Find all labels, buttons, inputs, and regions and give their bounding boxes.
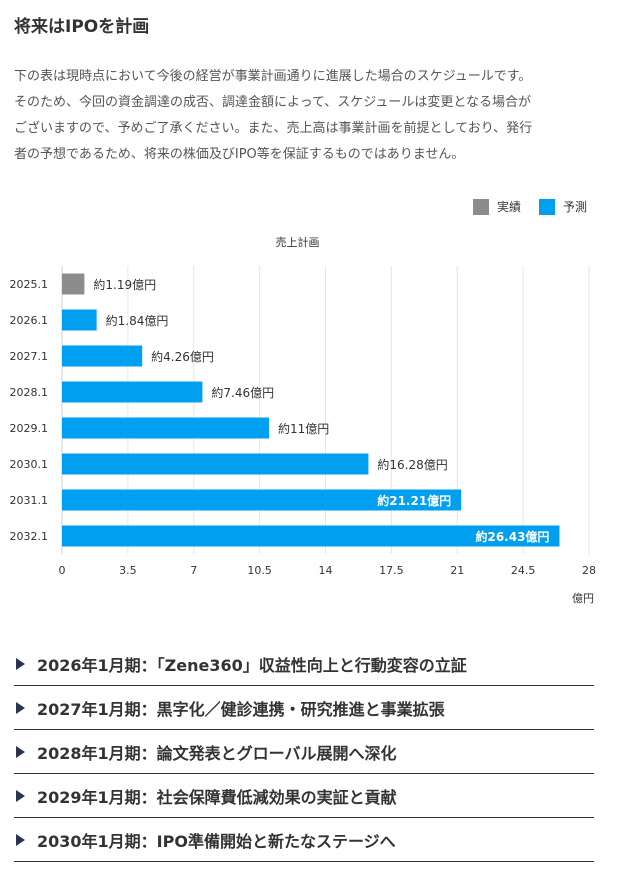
legend-label-forecast: 予測 (562, 200, 587, 214)
milestone-label: 2027年1月期：黒字化／健診連携・研究推進と事業拡張 (37, 699, 445, 719)
milestone-item-2026[interactable]: 2026年1月期：「Zene360」収益性向上と行動変容の立証 (14, 642, 594, 686)
x-tick-label: 3.5 (119, 564, 137, 577)
legend-swatch-forecast (538, 198, 555, 215)
chart-legend: 実績 予測 (455, 198, 587, 215)
intro-line: 下の表は現時点において今後の経営が事業計画通りに進展した場合のスケジュールです。 (14, 69, 532, 84)
x-tick-label: 7 (190, 564, 197, 577)
data-label: 約21.21億円 (377, 493, 451, 508)
triangle-right-icon (16, 657, 25, 670)
milestone-item-2027[interactable]: 2027年1月期：黒字化／健診連携・研究推進と事業拡張 (14, 686, 594, 730)
legend-item-forecast[interactable]: 予測 (538, 198, 587, 215)
y-tick-label: 2032.1 (10, 530, 49, 543)
y-tick-label: 2029.1 (10, 422, 49, 435)
milestone-label: 2026年1月期：「Zene360」収益性向上と行動変容の立証 (37, 655, 467, 675)
x-tick-label: 17.5 (379, 564, 404, 577)
revenue-bar-chart: 売上計画 0 3.5 7 10.5 14 17.5 21 24.5 28 2025.1 約1.19億円… (10, 235, 597, 605)
x-tick-label: 14 (319, 564, 333, 577)
data-label: 約11億円 (278, 421, 329, 436)
bar (62, 453, 369, 475)
data-label: 約4.26億円 (151, 349, 214, 364)
data-label: 約16.28億円 (377, 457, 447, 472)
intro-line: ございますので、予めご了承ください。また、売上高は事業計画を前提としており、発行 (14, 121, 533, 136)
intro-text: 下の表は現時点において今後の経営が事業計画通りに進展した場合のスケジュールです。… (14, 64, 604, 168)
milestone-item-2030[interactable]: 2030年1月期：IPO準備開始と新たなステージへ (14, 818, 594, 862)
milestone-list: 2026年1月期：「Zene360」収益性向上と行動変容の立証 2027年1月期… (14, 642, 594, 862)
section-title: 将来はIPOを計画 (14, 17, 150, 37)
legend-item-actual[interactable]: 実績 (472, 198, 521, 215)
milestone-label: 2028年1月期：論文発表とグローバル展開へ深化 (37, 743, 397, 763)
data-label: 約26.43億円 (475, 529, 549, 544)
bar (62, 381, 203, 403)
x-axis-unit: 億円 (572, 592, 594, 605)
triangle-right-icon (16, 833, 25, 846)
bar (62, 273, 85, 295)
x-tick-label: 21 (450, 564, 464, 577)
y-tick-label: 2028.1 (10, 386, 49, 399)
legend-label-actual: 実績 (496, 200, 521, 214)
bar (62, 345, 143, 367)
bar (62, 417, 270, 439)
bar (62, 309, 97, 331)
x-tick-label: 28 (582, 564, 596, 577)
legend-swatch-actual (472, 198, 489, 215)
data-label: 約1.19億円 (93, 277, 156, 292)
intro-line: 者の予想であるため、将来の株価及びIPO等を保証するものではありません。 (14, 147, 465, 162)
chart-title: 売上計画 (276, 235, 320, 249)
y-tick-label: 2025.1 (10, 278, 49, 291)
milestone-label: 2029年1月期：社会保障費低減効果の実証と貢献 (37, 787, 397, 807)
bar (62, 489, 462, 511)
milestone-item-2029[interactable]: 2029年1月期：社会保障費低減効果の実証と貢献 (14, 774, 594, 818)
y-tick-label: 2031.1 (10, 494, 49, 507)
triangle-right-icon (16, 701, 25, 714)
milestone-item-2028[interactable]: 2028年1月期：論文発表とグローバル展開へ深化 (14, 730, 594, 774)
x-tick-label: 10.5 (247, 564, 272, 577)
y-tick-label: 2027.1 (10, 350, 49, 363)
triangle-right-icon (16, 789, 25, 802)
intro-line: そのため、今回の資金調達の成否、調達金額によって、スケジュールは変更となる場合が (14, 95, 532, 110)
bar (62, 525, 560, 547)
x-tick-label: 24.5 (511, 564, 536, 577)
triangle-right-icon (16, 745, 25, 758)
data-label: 約1.84億円 (106, 313, 169, 328)
milestone-label: 2030年1月期：IPO準備開始と新たなステージへ (37, 831, 396, 851)
y-tick-label: 2030.1 (10, 458, 49, 471)
y-tick-label: 2026.1 (10, 314, 49, 327)
data-label: 約7.46億円 (211, 385, 274, 400)
x-tick-label: 0 (59, 564, 66, 577)
